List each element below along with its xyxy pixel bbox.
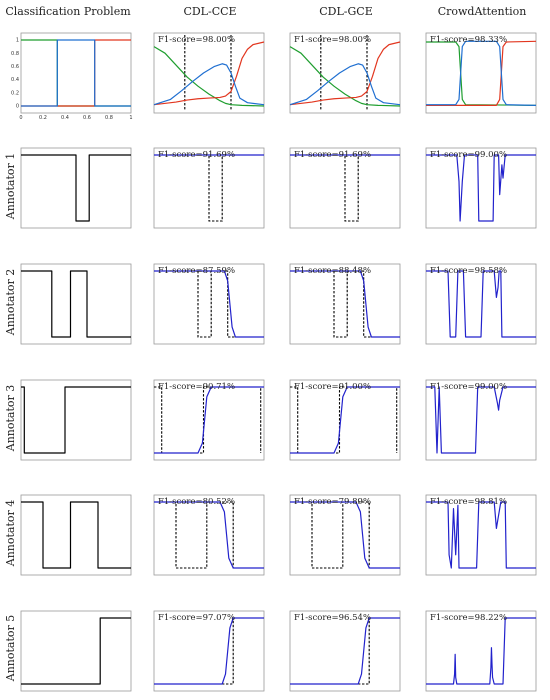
- annotator-2-panel-1-estimate-curve: [154, 270, 264, 338]
- annotator-4-panel-1-estimate-curve: [154, 501, 264, 569]
- problem-panel-x-tick: 0.8: [105, 115, 113, 121]
- annotator-5-panel-2-frame: [289, 610, 401, 692]
- column-title-crowdattention: CrowdAttention: [438, 5, 527, 18]
- annotator-4-panel-3-estimate-curve: [426, 501, 536, 569]
- problem-panel-x-tick: 0.2: [39, 115, 47, 121]
- annotator-1-panel-3-estimate-curve: [426, 154, 536, 222]
- row-label-annotator-2: Annotator 2: [4, 269, 17, 337]
- problem-panel-y-tick: 0.4: [11, 77, 19, 83]
- annotator-2-panel-1-f1-label: F1-score=87.59%: [158, 266, 235, 276]
- annotator-3-panel-3-estimate-curve: [426, 386, 536, 454]
- problem-panel-x-tick: 1: [129, 115, 132, 121]
- probability-panel-1-class-3-curve: [153, 63, 265, 106]
- problem-panel-y-tick: 0: [16, 104, 19, 110]
- problem-panel-x-tick: 0.6: [83, 115, 91, 121]
- annotator-4-panel-1-f1-label: F1-score=80.52%: [158, 497, 235, 507]
- annotator-3-panel-1-f1-label: F1-score=90.71%: [158, 382, 235, 392]
- annotator-5-truth-panel-frame: [20, 610, 132, 692]
- annotator-1-panel-3-frame: [425, 147, 537, 229]
- annotator-4-truth-panel-curve: [21, 501, 131, 569]
- annotator-1-panel-2-f1-label: F1-score=91.69%: [294, 150, 371, 160]
- probability-panel-2-frame: [289, 32, 401, 114]
- annotator-3-panel-2-estimate-curve: [290, 386, 400, 454]
- row-label-annotator-4: Annotator 4: [4, 500, 17, 568]
- annotator-1-truth-panel-curve: [21, 154, 131, 222]
- problem-panel-y-tick: 0.2: [11, 90, 19, 96]
- probability-panel-1-class-1-curve: [153, 46, 265, 107]
- annotator-2-panel-1-truth-dashed: [154, 270, 264, 338]
- annotator-3-panel-3-f1-label: F1-score=99.00%: [430, 382, 507, 392]
- probability-panel-1-frame: [153, 32, 265, 114]
- column-title-cdl-gce: CDL-GCE: [319, 5, 373, 18]
- annotator-3-panel-2-f1-label: F1-score=91.00%: [294, 382, 371, 392]
- annotator-3-panel-3-frame: [425, 379, 537, 461]
- problem-panel-frame: [20, 32, 132, 114]
- annotator-2-truth-panel-curve: [21, 270, 131, 338]
- annotator-2-panel-1-frame: [153, 263, 265, 345]
- probability-panel-1-class-2-curve: [153, 41, 265, 106]
- annotator-5-panel-1-frame: [153, 610, 265, 692]
- panel-grid: 0 0.2 0.4 0.6 0.8 1 0 0.2 0.4 0.6 0.8 1 F1-score=98.…: [11, 32, 537, 692]
- annotator-2-panel-2-truth-dashed: [290, 270, 400, 338]
- annotator-1-panel-3-f1-label: F1-score=99.00%: [430, 150, 507, 160]
- annotator-5-panel-2-f1-label: F1-score=96.54%: [294, 613, 371, 623]
- annotator-4-panel-1-truth-dashed: [154, 501, 264, 569]
- annotator-3-panel-1-frame: [153, 379, 265, 461]
- annotator-5-panel-3-f1-label: F1-score=98.22%: [430, 613, 507, 623]
- annotator-4-panel-3-frame: [425, 494, 537, 576]
- problem-panel-y-tick: 0.6: [11, 64, 19, 70]
- probability-panel-3-class-3-curve: [426, 40, 537, 106]
- annotator-2-panel-2-f1-label: F1-score=88.48%: [294, 266, 371, 276]
- annotator-5-panel-3-estimate-curve: [426, 617, 536, 685]
- annotator-4-panel-1-frame: [153, 494, 265, 576]
- annotator-4-panel-2-truth-dashed: [290, 501, 400, 569]
- annotator-4-panel-2-estimate-curve: [290, 501, 400, 569]
- problem-panel-x-tick: 0: [19, 115, 22, 121]
- annotator-5-truth-panel-curve: [21, 617, 131, 685]
- annotator-1-panel-1-f1-label: F1-score=91.69%: [158, 150, 235, 160]
- annotator-2-panel-2-frame: [289, 263, 401, 345]
- row-label-annotator-3: Annotator 3: [4, 385, 17, 453]
- problem-panel-class-3-curve: [21, 39, 131, 107]
- column-title-cdl-cce: CDL-CCE: [183, 5, 236, 18]
- probability-panel-1-f1-label: F1-score=98.00%: [158, 35, 235, 45]
- probability-panel-2-f1-label: F1-score=98.00%: [294, 35, 371, 45]
- row-label-annotator-5: Annotator 5: [4, 615, 17, 683]
- probability-panel-2-class-2-curve: [289, 41, 401, 106]
- annotator-5-panel-1-f1-label: F1-score=97.07%: [158, 613, 235, 623]
- probability-panel-3-frame: [425, 32, 537, 114]
- annotator-3-panel-1-estimate-curve: [154, 386, 264, 454]
- annotator-5-panel-3-frame: [425, 610, 537, 692]
- probability-panel-2-class-1-curve: [289, 46, 401, 107]
- annotator-5-panel-1-estimate-curve: [154, 617, 264, 685]
- row-label-annotator-1: Annotator 1: [4, 153, 17, 221]
- annotator-3-truth-panel-curve: [21, 386, 131, 454]
- probability-panel-2-class-3-curve: [289, 63, 401, 106]
- annotator-2-panel-2-estimate-curve: [290, 270, 400, 338]
- annotator-5-panel-2-estimate-curve: [290, 617, 400, 685]
- column-title-problem: Classification Problem: [5, 5, 131, 18]
- probability-panel-3-f1-label: F1-score=98.33%: [430, 35, 507, 45]
- annotator-4-panel-2-f1-label: F1-score=79.89%: [294, 497, 371, 507]
- annotator-2-truth-panel-frame: [20, 263, 132, 345]
- annotator-4-panel-2-frame: [289, 494, 401, 576]
- annotator-3-truth-panel-frame: [20, 379, 132, 461]
- annotator-4-truth-panel-frame: [20, 494, 132, 576]
- annotator-4-panel-3-f1-label: F1-score=98.81%: [430, 497, 507, 507]
- annotator-2-panel-3-estimate-curve: [426, 270, 536, 338]
- annotator-2-panel-3-f1-label: F1-score=98.58%: [430, 266, 507, 276]
- problem-panel-y-tick: 1: [16, 38, 19, 44]
- problem-panel-x-tick: 0.4: [61, 115, 69, 121]
- problem-panel-y-tick: 0.8: [11, 51, 19, 57]
